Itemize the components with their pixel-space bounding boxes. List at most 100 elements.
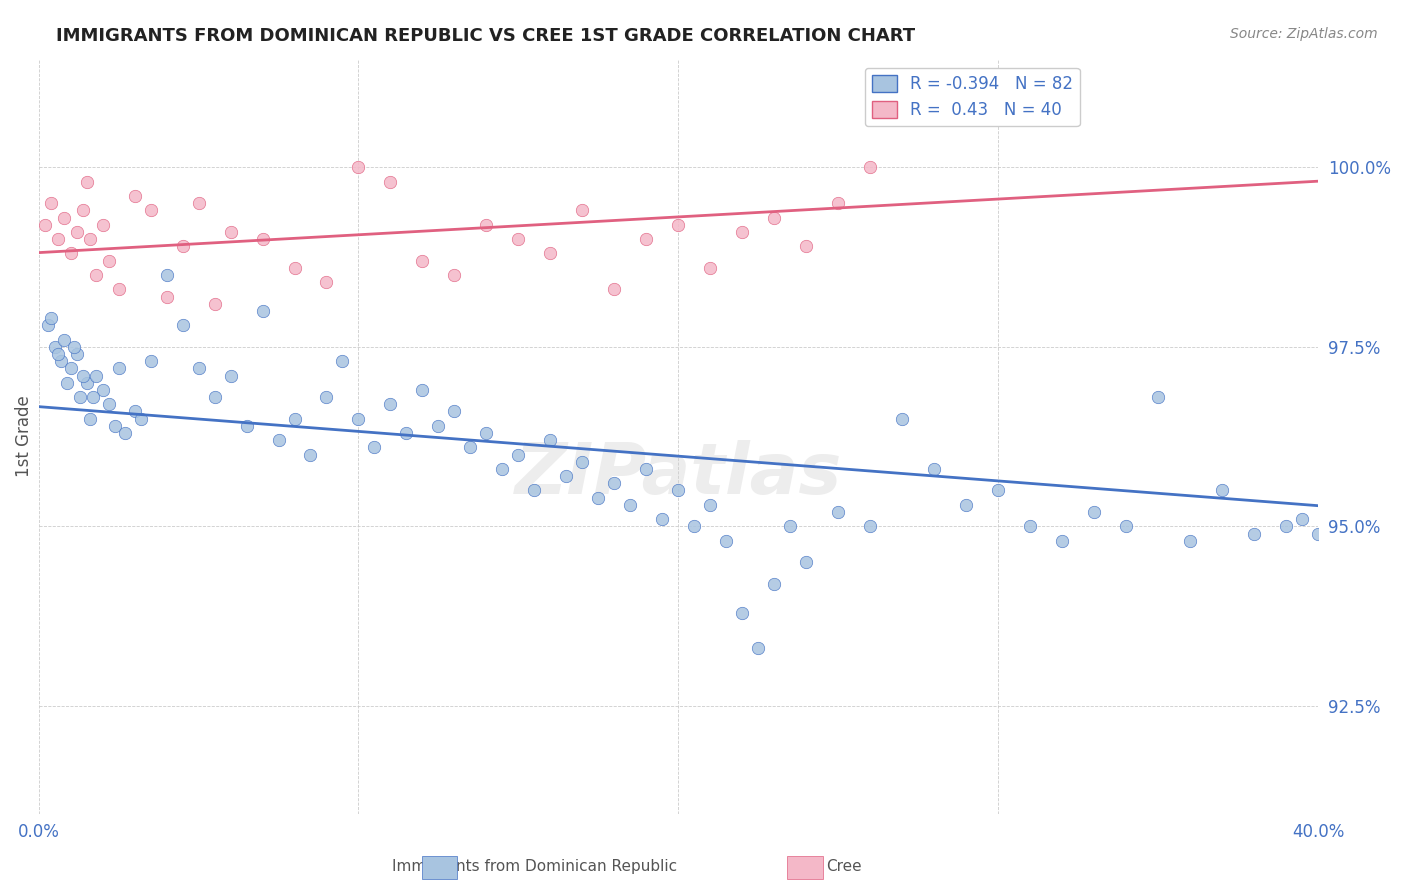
Point: [347, 411, 370, 425]
Point: [97, 397, 120, 411]
Point: [1115, 519, 1137, 533]
Point: [72, 203, 94, 218]
Point: [683, 519, 706, 533]
Point: [603, 476, 626, 491]
Point: [53, 211, 76, 225]
Point: [571, 455, 593, 469]
Point: [129, 411, 152, 425]
Point: [41, 311, 63, 326]
Point: [76, 175, 98, 189]
Point: [172, 239, 194, 253]
Point: [395, 425, 418, 440]
Point: [1180, 533, 1202, 548]
Point: [443, 404, 465, 418]
Point: [46, 347, 69, 361]
Point: [59, 246, 82, 260]
Point: [380, 397, 402, 411]
Text: ZIPatlas: ZIPatlas: [515, 440, 842, 508]
Point: [763, 211, 786, 225]
Point: [34, 218, 56, 232]
Point: [571, 203, 593, 218]
Point: [411, 383, 433, 397]
Point: [46, 232, 69, 246]
Point: [41, 196, 63, 211]
Point: [924, 462, 946, 476]
Point: [139, 354, 162, 368]
Point: [443, 268, 465, 282]
Point: [538, 246, 561, 260]
Point: [731, 606, 754, 620]
Point: [427, 418, 450, 433]
Point: [380, 175, 402, 189]
Point: [1019, 519, 1042, 533]
Point: [332, 354, 354, 368]
Point: [731, 225, 754, 239]
Point: [219, 225, 242, 239]
Point: [508, 448, 530, 462]
Point: [283, 411, 305, 425]
Point: [651, 512, 673, 526]
Point: [796, 239, 818, 253]
Point: [987, 483, 1010, 498]
Point: [859, 519, 882, 533]
Point: [827, 196, 849, 211]
Point: [104, 418, 127, 433]
Point: [523, 483, 546, 498]
Point: [891, 411, 914, 425]
Point: [315, 390, 337, 404]
Point: [114, 425, 136, 440]
Point: [66, 225, 89, 239]
Legend: R = -0.394   N = 82, R =  0.43   N = 40: R = -0.394 N = 82, R = 0.43 N = 40: [865, 68, 1080, 126]
Point: [588, 491, 610, 505]
Point: [252, 304, 274, 318]
Y-axis label: 1st Grade: 1st Grade: [15, 396, 32, 477]
Point: [49, 354, 72, 368]
Point: [827, 505, 849, 519]
Point: [636, 232, 658, 246]
Point: [538, 433, 561, 447]
Point: [79, 232, 101, 246]
Point: [363, 441, 385, 455]
Text: Cree: Cree: [825, 859, 862, 874]
Point: [91, 218, 114, 232]
Text: Source: ZipAtlas.com: Source: ZipAtlas.com: [1230, 27, 1378, 41]
Point: [187, 361, 209, 376]
Point: [460, 441, 482, 455]
Point: [603, 282, 626, 296]
Text: IMMIGRANTS FROM DOMINICAN REPUBLIC VS CREE 1ST GRADE CORRELATION CHART: IMMIGRANTS FROM DOMINICAN REPUBLIC VS CR…: [56, 27, 915, 45]
Point: [1083, 505, 1105, 519]
Point: [859, 161, 882, 175]
Point: [491, 462, 513, 476]
Point: [747, 641, 769, 656]
Point: [124, 189, 146, 203]
Point: [955, 498, 977, 512]
Point: [699, 498, 721, 512]
Point: [619, 498, 641, 512]
Point: [155, 289, 177, 303]
Point: [315, 275, 337, 289]
Point: [44, 340, 66, 354]
Point: [1052, 533, 1074, 548]
Point: [347, 161, 370, 175]
Point: [76, 376, 98, 390]
Point: [79, 411, 101, 425]
Point: [69, 390, 91, 404]
Point: [508, 232, 530, 246]
Point: [59, 361, 82, 376]
Point: [124, 404, 146, 418]
Point: [475, 425, 498, 440]
Point: [82, 390, 104, 404]
Point: [204, 297, 226, 311]
Point: [219, 368, 242, 383]
Point: [66, 347, 89, 361]
Point: [668, 218, 690, 232]
Point: [62, 340, 84, 354]
Point: [252, 232, 274, 246]
Point: [1147, 390, 1170, 404]
Point: [91, 383, 114, 397]
Text: Immigrants from Dominican Republic: Immigrants from Dominican Republic: [392, 859, 676, 874]
Point: [187, 196, 209, 211]
Point: [299, 448, 322, 462]
Point: [267, 433, 290, 447]
Point: [84, 268, 107, 282]
